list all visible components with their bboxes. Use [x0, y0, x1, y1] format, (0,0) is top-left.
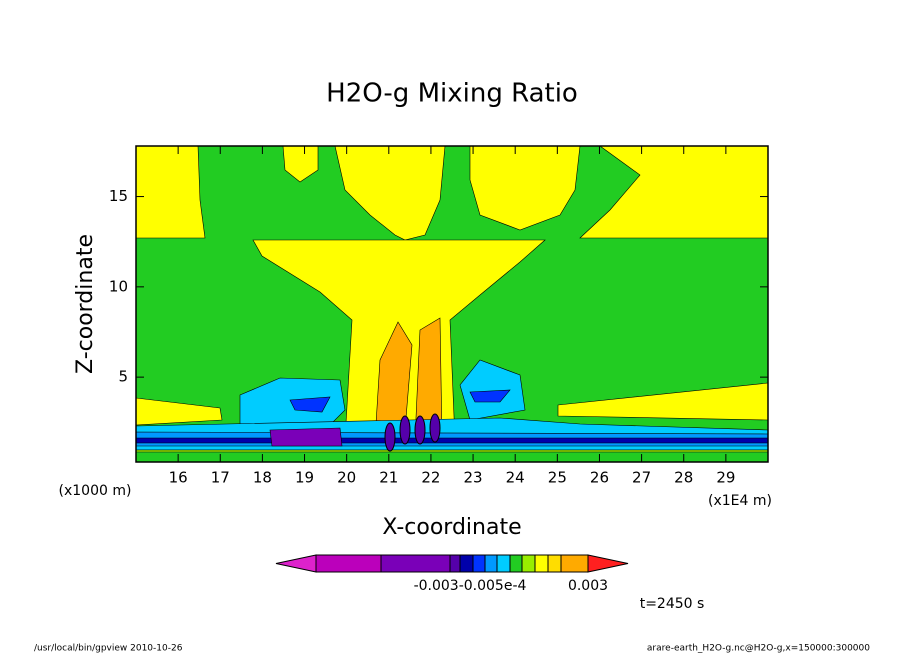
annotation: t=2450 s	[640, 596, 705, 612]
contour-region	[135, 437, 769, 444]
x-tick-label: 29	[716, 469, 735, 487]
y-tick-label: 5	[118, 368, 128, 386]
contour-region	[135, 449, 769, 453]
x-tick-label: 23	[464, 469, 483, 487]
colorbar-label: -0.003-0.005e-4	[414, 578, 527, 594]
colorbar-cell	[509, 554, 523, 573]
x-tick-label: 21	[379, 469, 398, 487]
x-tick-label: 25	[548, 469, 567, 487]
contour-region	[269, 427, 343, 447]
colorbar-tip	[587, 554, 629, 573]
x-tick-label: 24	[506, 469, 525, 487]
footer-right: arare-earth_H2O-g.nc@H2O-g,x=150000:3000…	[647, 644, 870, 654]
x-tick-label: 27	[632, 469, 651, 487]
x-unit: (x1E4 m)	[708, 493, 772, 509]
x-tick-label: 28	[674, 469, 693, 487]
x-tick-label: 18	[253, 469, 272, 487]
x-tick-label: 20	[337, 469, 356, 487]
colorbar-cell	[484, 554, 498, 573]
chart-title: H2O-g Mixing Ratio	[326, 79, 578, 109]
contour-cell	[429, 413, 441, 443]
colorbar-cell	[315, 554, 382, 573]
colorbar-cell	[380, 554, 451, 573]
colorbar-cell	[472, 554, 486, 573]
colorbar-cell	[534, 554, 549, 573]
colorbar-cell	[547, 554, 562, 573]
y-axis-label: Z-coordinate	[73, 234, 98, 374]
x-tick-label: 19	[295, 469, 314, 487]
colorbar-label: 0.003	[568, 578, 608, 594]
x-unit: (x1000 m)	[59, 483, 132, 499]
y-tick-label: 15	[109, 187, 128, 205]
footer-left: /usr/local/bin/gpview 2010-10-26	[34, 644, 183, 654]
colorbar-cell	[449, 554, 461, 573]
x-tick-label: 16	[169, 469, 188, 487]
x-tick-label: 22	[421, 469, 440, 487]
colorbar-cell	[521, 554, 536, 573]
contour-cell	[384, 422, 396, 452]
contour-region	[469, 145, 581, 231]
contour-region	[135, 145, 206, 239]
x-tick-label: 26	[590, 469, 609, 487]
x-axis-label: X-coordinate	[382, 515, 521, 540]
plot-frame	[135, 145, 769, 463]
colorbar-tip	[275, 554, 317, 573]
x-tick-label: 17	[211, 469, 230, 487]
colorbar-cell	[560, 554, 589, 573]
contour-cell	[414, 415, 426, 445]
colorbar-cell	[459, 554, 474, 573]
colorbar-cell	[496, 554, 511, 573]
contour-region	[459, 359, 526, 421]
contour-region	[469, 389, 511, 403]
contour-cell	[399, 415, 411, 445]
y-tick-label: 10	[109, 277, 128, 295]
contour-region	[289, 396, 331, 413]
